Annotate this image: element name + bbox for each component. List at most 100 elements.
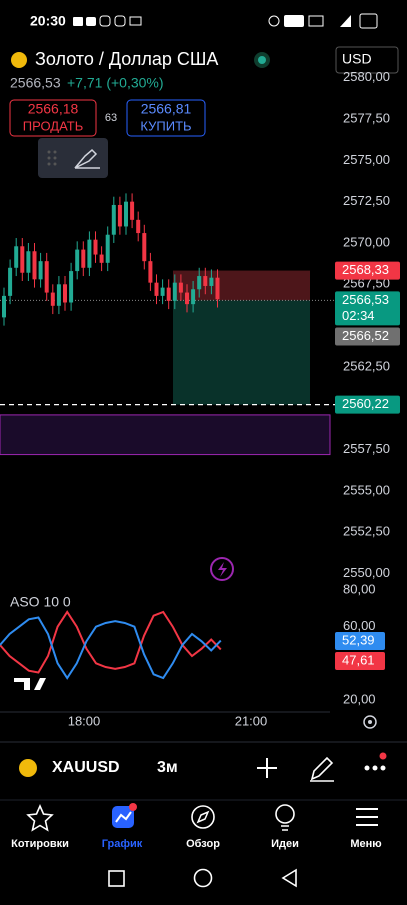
candle-body [154,282,159,296]
y-tick-label: 2580,00 [343,69,390,84]
candle-body [93,239,98,255]
y-tick-label: 2550,00 [343,565,390,580]
candle-body [142,233,147,262]
settings-icon[interactable] [363,715,377,729]
y-tick-label: 2562,50 [343,358,390,373]
candle-body [124,201,128,227]
buy-price: 2566,81 [141,101,192,117]
draw-button[interactable] [310,756,334,782]
candle-body [75,249,80,272]
candle-body [87,239,92,268]
symbol-icon [19,759,37,777]
price-tag [335,327,400,346]
candle-body [32,251,37,280]
nav-icon[interactable] [356,808,378,826]
recents-button[interactable] [108,870,125,887]
candle-body [69,271,74,303]
spread: 63 [105,112,117,124]
currency-button[interactable] [335,46,399,74]
sell-button[interactable] [9,99,97,137]
y-tick-label: 2570,00 [343,234,390,249]
loss-zone [173,300,310,405]
candle-body [14,246,19,268]
range-band [0,414,331,456]
y-tick-label: 2555,00 [343,482,390,497]
oscillator-tag-label: 47,61 [342,652,375,667]
events-icon[interactable] [210,557,234,581]
nav-icon[interactable] [275,804,295,824]
candle-body [191,289,196,305]
status-icons [73,13,378,29]
time-label: 18:00 [68,713,101,728]
brush-icon [74,148,100,169]
sell-price: 2566,18 [28,101,79,117]
market-status-dot [258,56,266,64]
bulb-base [281,825,289,831]
candle-body [197,276,202,290]
candle-body [20,246,25,273]
oscillator-title: ASO 10 0 [10,594,71,610]
nav-label[interactable]: Котировки [11,838,69,850]
symbol-icon [11,52,27,68]
y-tick-label: 2575,00 [343,152,390,167]
last-price: 2566,53 [10,75,61,91]
candle-body [44,261,49,293]
nav-label[interactable]: Обзор [186,838,220,850]
tv-logo [14,678,46,690]
candle-body [50,292,55,306]
add-button[interactable] [257,758,277,778]
oscillator-line [0,610,222,674]
candle-body [209,277,214,286]
price-tag [335,291,400,326]
candle-body [203,276,208,286]
nav-icon[interactable] [26,804,54,832]
candle-body [136,219,141,234]
candle-body [99,254,104,263]
candle-body [117,204,122,227]
nav-label[interactable]: Идеи [271,838,299,850]
toolbar-symbol[interactable]: XAUUSD [52,759,120,776]
y-tick-label: 2577,50 [343,110,390,125]
home-button[interactable] [193,868,213,888]
buy-button[interactable] [126,99,206,137]
candle-body [105,234,110,263]
price-tag [335,261,400,280]
candle-body [81,249,86,268]
nav-icon[interactable] [191,805,215,829]
candle-body [160,287,165,296]
nav-label[interactable]: Меню [350,838,381,850]
more-button[interactable] [364,765,386,771]
oscillator-line [0,616,222,680]
price-tag-label: 2566,52 [342,328,389,343]
price-change: +7,71 (+0,30%) [67,75,164,91]
candle-body [185,292,189,305]
compass-needle [196,810,210,824]
candle-body [63,284,67,303]
nav-labels: Котировки График Обзор Идеи Меню [11,838,382,850]
y-tick-label: 60,00 [343,618,376,633]
buy-label: КУПИТЬ [140,118,191,133]
oscillator-tag-label: 52,39 [342,632,375,647]
countdown: 02:34 [342,308,375,323]
toolbar-interval[interactable]: 3м [157,759,178,776]
status-time: 20:30 [30,13,66,29]
candle-body [2,295,6,318]
drag-handle [47,150,57,166]
symbol-title[interactable]: Золото / Доллар США [35,49,218,69]
nav-label[interactable]: График [102,838,143,850]
candle-body [56,284,61,306]
price-tag-label: 2568,33 [342,262,389,277]
oscillator-pane: ASO 10 0 80,00 60,00 20,00 52,39 47,61 [0,581,385,706]
notification-dot [129,803,137,811]
back-button[interactable] [281,868,297,888]
price-tag-label: 2560,22 [342,396,389,411]
candle-body [130,201,135,220]
candle-body [26,251,31,273]
time-label: 21:00 [235,713,268,728]
settings-dot [368,720,372,724]
oscillator-tag [335,632,385,650]
price-tag-label: 2566,53 [342,292,389,307]
candle-body [172,282,177,301]
candle-body [215,277,220,300]
